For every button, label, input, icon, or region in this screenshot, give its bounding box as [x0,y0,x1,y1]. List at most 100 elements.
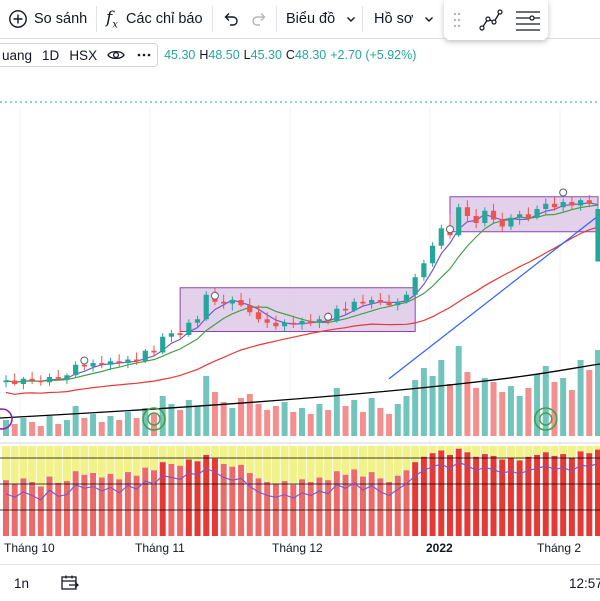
price-chart[interactable] [0,38,600,538]
oscillator-bar [507,457,514,536]
compare-button[interactable]: So sánh [8,0,87,38]
volume-bar [90,414,97,436]
volume-bar [429,376,436,436]
redo-button[interactable] [250,0,268,38]
candle-body [508,217,514,227]
candle-body [586,200,592,204]
oscillator-bar [438,450,445,536]
x-tick-label: 2022 [426,541,453,555]
oscillator-bg-bar [498,446,507,460]
oscillator-bar [351,469,358,536]
oscillator-bg-bar [367,446,376,473]
chevron-down-icon [347,17,356,22]
volume-bar [420,368,427,436]
toolbar-divider [276,6,277,32]
oscillator-bar [394,475,401,536]
volume-bar [438,360,445,436]
oscillator-bg-bar [54,446,63,483]
oscillator-bar [116,479,123,536]
signal-markers [0,188,568,431]
oscillator-bar [412,462,419,536]
oscillator-bar [542,452,549,536]
low-value: 45.30 [250,48,282,62]
eye-icon[interactable] [107,48,125,62]
oscillator-bar [124,472,131,536]
oscillator-bg-bar [428,446,437,454]
candle-body [12,380,18,384]
candle-body [499,219,505,227]
volume-bar [516,396,523,436]
oscillator-bar [481,454,488,536]
oscillator-bar [307,482,314,536]
oscillator-bar [281,481,288,536]
trend-line-tool-icon[interactable] [478,7,504,33]
candle-body [160,336,166,353]
signal-marker [446,225,454,234]
oscillator-bar [490,455,497,536]
oscillator-bar [238,464,245,536]
compare-label: So sánh [34,11,88,27]
oscillator-signal-line [5,461,599,501]
volume-bar [333,388,340,436]
candle-body [412,277,418,295]
more-icon[interactable] [137,48,151,62]
indicators-button[interactable]: fx Các chỉ báo [106,0,203,38]
candle-body [151,350,157,353]
candle-body [395,301,401,306]
oscillator-bar [168,464,175,536]
oscillator-bar [211,458,218,536]
volume-bar [560,378,567,436]
candles [3,195,600,390]
chart-type-dropdown[interactable]: Biểu đồ [286,0,357,38]
oscillator-bg-bar [158,446,167,463]
high-value: 48.50 [208,48,240,62]
open-value: 45.30 [164,48,196,62]
candle-body [73,364,79,376]
volume-bar [116,420,123,436]
oscillator-bar [255,478,262,536]
oscillator-bar [229,466,236,536]
range-1d-button[interactable]: 1n [14,565,29,601]
drag-handle-icon[interactable] [452,10,462,30]
candle-body [125,359,131,363]
volume-bar [46,416,53,436]
oscillator-bg-bar [193,446,202,462]
settings-lines-icon[interactable] [514,7,542,33]
undo-button[interactable] [222,0,240,38]
high-key: H [199,48,209,62]
oscillator-bg-bar [393,446,402,476]
volume-bars [3,346,600,436]
volume-bar [11,424,18,436]
oscillator-bar [516,460,523,536]
oscillator-bg-bar [419,446,428,457]
volume-bar [586,370,593,436]
oscillator-bg-bar [576,446,585,452]
oscillator-bar [81,474,88,536]
volume-bar [490,382,497,436]
volume-bar [37,426,44,436]
goto-date-button[interactable] [60,565,80,601]
oscillator-bg-bar [385,446,394,482]
signal-marker [80,356,89,365]
oscillator-bar [595,449,600,536]
profile-dropdown[interactable]: Hồ sơ [374,0,435,38]
candle-body [281,322,288,327]
oscillator-bar [90,473,97,536]
volume-bar [568,390,575,436]
volume-bar [577,360,584,436]
candle-body [551,203,558,208]
candle-body [525,214,531,218]
symbol-box[interactable]: uang 1D HSX [0,43,159,67]
oscillator-bg-bar [228,446,237,467]
close-value: 48.30 [294,48,327,62]
volume-bar [595,350,600,436]
oscillator-bar [577,451,584,536]
oscillator-bg-bar [36,446,45,487]
volume-bar [133,418,140,436]
oscillator-bg-bar [115,446,124,480]
volume-bar [177,410,184,436]
oscillator-bar [429,453,436,536]
candle-body [142,350,148,362]
volume-signal-ring-inner [147,412,161,426]
oscillator-bar [55,482,62,536]
